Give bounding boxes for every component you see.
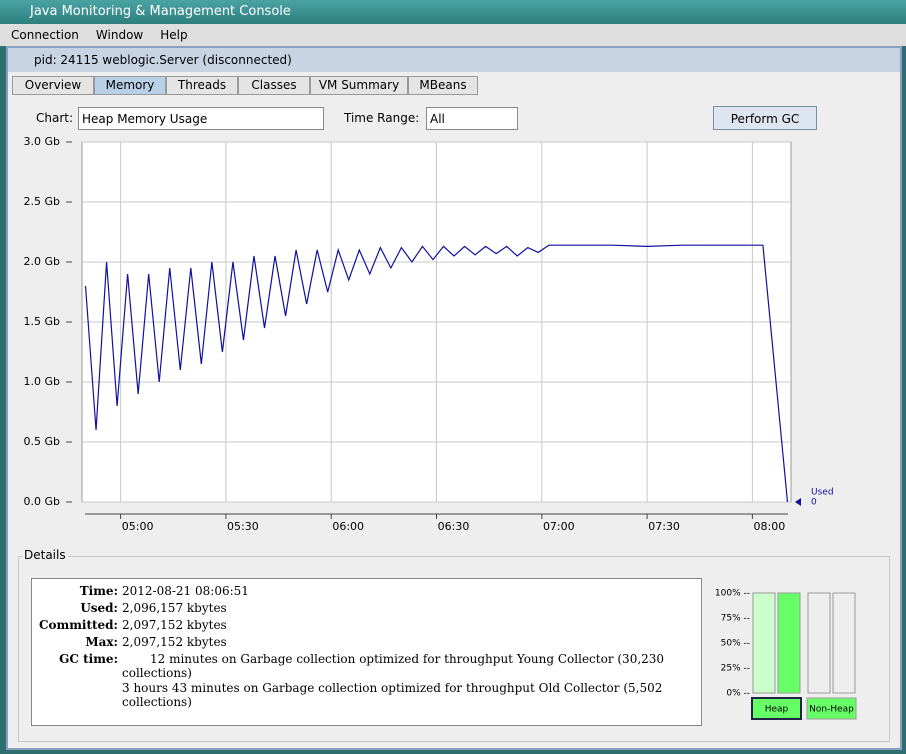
tab[interactable]: Classes [238, 76, 310, 95]
bar-frame [807, 592, 831, 694]
menu-item[interactable]: Connection [11, 28, 79, 42]
y-tick-label: 0.5 Gb [24, 435, 61, 448]
range-select[interactable]: All [426, 107, 518, 130]
detail-label: GC time: [59, 652, 118, 666]
x-tick-label: 07:00 [543, 520, 575, 533]
details-box: Time: 2012-08-21 08:06:51 Used: 2,096,157 k… [31, 578, 702, 726]
detail-value: 2,096,157 kbytes [122, 601, 227, 615]
tab[interactable]: Threads [166, 76, 238, 95]
title-text: Java Monitoring & Management Console [30, 4, 291, 19]
category-button[interactable] [806, 697, 857, 720]
menu-item[interactable]: Window [95, 28, 144, 42]
y-tick-label: 100% -- [715, 589, 750, 599]
series-line [84, 244, 789, 503]
bar-chart: 100% -- 75% -- 50% -- 25% -- 0% -- Heap Non-He… [715, 589, 857, 720]
bar-frame [832, 592, 856, 694]
x-tick-label: 06:30 [438, 520, 470, 533]
tab[interactable]: Memory [94, 76, 166, 95]
y-tick-label: 1.5 Gb [24, 315, 61, 328]
bar [752, 592, 776, 694]
category-label: Heap [765, 705, 789, 715]
category-label: Non-Heap [809, 705, 854, 715]
y-tick-label: 50% -- [721, 639, 750, 649]
y-tick-label: 25% -- [721, 664, 750, 674]
legend-label: Used [811, 488, 834, 498]
y-tick-label: 0.0 Gb [24, 495, 61, 508]
legend-marker [795, 498, 801, 506]
gc-button[interactable]: Perform GC [713, 106, 817, 130]
detail-value: 2,097,152 kbytes [122, 635, 227, 649]
y-tick-label: 0% -- [726, 689, 750, 699]
detail-label: Max: [85, 635, 118, 649]
chart-label: Chart: [36, 111, 74, 125]
detail-label: Committed: [38, 618, 118, 632]
y-tick-label: 1.0 Gb [24, 375, 61, 388]
y-tick-label: 75% -- [721, 614, 750, 624]
detail-value: 3 hours 43 minutes on Garbage collection… [122, 681, 663, 709]
x-tick-label: 05:00 [122, 520, 154, 533]
detail-value: 2,097,152 kbytes [122, 618, 227, 632]
frame-title: pid: 24115 weblogic.Server (disconnected… [8, 48, 900, 72]
details-panel [18, 556, 890, 742]
window-title: Java Monitoring & Management Console [0, 0, 906, 24]
y-tick-label: 2.5 Gb [24, 195, 61, 208]
x-tick-label: 06:00 [332, 520, 364, 533]
frame-title-text: pid: 24115 weblogic.Server (disconnected… [34, 53, 292, 67]
chart-select[interactable]: Heap Memory Usage [78, 107, 324, 130]
bar [777, 592, 801, 694]
x-tick-label: 05:30 [227, 520, 259, 533]
detail-label: Used: [80, 601, 118, 615]
menu-item[interactable]: Help [160, 28, 188, 42]
details-title: Details [22, 548, 68, 562]
range-label: Time Range: [344, 111, 420, 125]
detail-value: 12 minutes on Garbage collection optimiz… [122, 652, 665, 680]
tab[interactable]: VM Summary [310, 76, 408, 95]
menu-bar: Connection Window Help [0, 24, 906, 46]
legend-value: 0 [811, 498, 817, 508]
x-tick-label: 08:00 [754, 520, 786, 533]
category-button[interactable] [751, 697, 802, 720]
tab[interactable]: Overview [12, 76, 94, 95]
detail-value: 2012-08-21 08:06:51 [122, 584, 249, 598]
y-tick-label: 2.0 Gb [24, 255, 61, 268]
x-tick-label: 07:30 [648, 520, 680, 533]
y-tick-label: 3.0 Gb [24, 135, 61, 148]
detail-label: Time: [79, 584, 118, 598]
tab[interactable]: MBeans [408, 76, 478, 95]
